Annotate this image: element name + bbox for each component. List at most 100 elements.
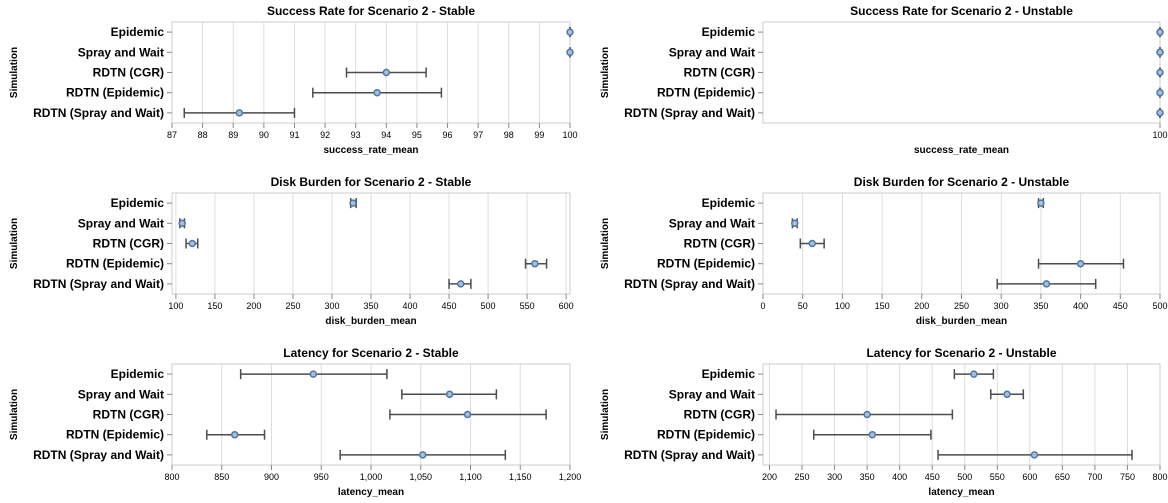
category-label: Epidemic	[702, 25, 756, 39]
mean-point	[1156, 109, 1164, 117]
chart-panel-2: Success Rate for Scenario 2 - Unstable 10…	[600, 4, 1168, 156]
y-axis-title: Simulation	[600, 218, 611, 269]
x-tick-label: 0	[760, 301, 765, 311]
mean-point	[566, 48, 574, 57]
mean-point	[1003, 390, 1011, 399]
mean-point	[1156, 68, 1164, 77]
category-label: RDTN (Epidemic)	[66, 428, 164, 442]
mean-point	[808, 239, 816, 248]
mean-point	[1156, 88, 1164, 97]
category-label: Epidemic	[702, 367, 756, 381]
x-tick-label: 97	[473, 130, 483, 140]
x-tick-label: 900	[264, 472, 279, 482]
mean-point	[309, 370, 318, 378]
category-label: RDTN (Epidemic)	[657, 428, 755, 442]
x-tick-label: 200	[762, 472, 777, 482]
mean-point	[566, 28, 574, 36]
x-tick-label: 96	[443, 130, 453, 140]
chart-panel-6: Latency for Scenario 2 - Unstable 200 250 3…	[600, 346, 1168, 498]
x-tick-label: 250	[795, 472, 810, 482]
x-tick-label: 300	[827, 472, 842, 482]
x-tick-label: 99	[534, 130, 544, 140]
x-tick-label: 150	[207, 301, 222, 311]
chart-title: Success Rate for Scenario 2 - Stable	[267, 4, 475, 18]
x-tick-label: 150	[875, 301, 890, 311]
x-tick-label: 400	[403, 301, 418, 311]
chart-panel-4: Disk Burden for Scenario 2 - Unstable 0 50…	[600, 175, 1168, 327]
x-tick-label: 750	[1120, 472, 1135, 482]
x-tick-label: 1,000	[360, 472, 383, 482]
x-tick-label: 90	[259, 130, 269, 140]
mean-point	[868, 430, 877, 439]
mean-point	[531, 259, 539, 268]
x-tick-label: 450	[442, 301, 457, 311]
category-label: RDTN (Epidemic)	[66, 257, 164, 271]
x-tick-label: 250	[285, 301, 300, 311]
x-tick-label: 450	[925, 472, 940, 482]
chart-title: Disk Burden for Scenario 2 - Stable	[271, 175, 472, 189]
mean-point	[373, 88, 381, 97]
mean-point	[1156, 28, 1164, 36]
chart-title: Success Rate for Scenario 2 - Unstable	[850, 4, 1073, 18]
category-label: RDTN (CGR)	[93, 66, 164, 80]
x-axis-title: success_rate_mean	[323, 145, 418, 156]
y-axis-title: Simulation	[9, 218, 20, 269]
x-tick-label: 500	[1152, 301, 1167, 311]
x-tick-label: 87	[167, 130, 177, 140]
mean-point	[188, 239, 197, 248]
x-tick-label: 89	[228, 130, 238, 140]
mean-point	[1037, 199, 1045, 207]
x-tick-label: 650	[1055, 472, 1070, 482]
x-tick-label: 700	[1087, 472, 1102, 482]
mean-point	[418, 451, 427, 459]
category-label: Epidemic	[111, 25, 165, 39]
x-tick-label: 500	[957, 472, 972, 482]
category-label: RDTN (CGR)	[93, 408, 164, 422]
x-tick-label: 95	[412, 130, 422, 140]
chart-panel-3: Disk Burden for Scenario 2 - Stable 100 15…	[9, 175, 574, 327]
category-label: RDTN (Epidemic)	[657, 257, 755, 271]
x-tick-label: 600	[559, 301, 574, 311]
mean-point	[1156, 48, 1164, 57]
chart-title: Latency for Scenario 2 - Stable	[283, 346, 459, 360]
mean-point	[463, 410, 472, 419]
category-label: RDTN (Spray and Wait)	[33, 277, 164, 291]
x-tick-label: 800	[1152, 472, 1167, 482]
x-tick-label: 450	[1113, 301, 1128, 311]
mean-point	[1030, 451, 1039, 459]
x-axis-title: latency_mean	[338, 487, 404, 498]
x-tick-label: 200	[246, 301, 261, 311]
mean-point	[1076, 259, 1085, 268]
x-tick-label: 98	[504, 130, 514, 140]
x-tick-label: 400	[892, 472, 907, 482]
category-label: RDTN (CGR)	[93, 237, 164, 251]
x-tick-label: 100	[562, 130, 577, 140]
x-axis-title: latency_mean	[928, 487, 994, 498]
mean-point	[230, 430, 239, 439]
x-tick-label: 300	[994, 301, 1009, 311]
x-tick-label: 1,100	[459, 472, 482, 482]
category-label: Epidemic	[702, 196, 756, 210]
chart-title: Latency for Scenario 2 - Unstable	[866, 346, 1056, 360]
x-tick-label: 1,200	[559, 472, 582, 482]
x-tick-label: 100	[835, 301, 850, 311]
x-tick-label: 350	[1033, 301, 1048, 311]
mean-point	[1042, 280, 1051, 288]
category-label: Spray and Wait	[78, 387, 164, 401]
x-tick-label: 100	[1152, 130, 1167, 140]
mean-point	[456, 280, 465, 288]
category-label: RDTN (Epidemic)	[66, 86, 164, 100]
category-label: Spray and Wait	[669, 216, 755, 230]
x-tick-label: 550	[990, 472, 1005, 482]
chart-panel-1: Success Rate for Scenario 2 - Stable 87 88…	[9, 4, 578, 156]
x-tick-label: 600	[1022, 472, 1037, 482]
plot-frame	[762, 21, 1161, 124]
category-label: RDTN (Spray and Wait)	[33, 106, 164, 120]
mean-point	[178, 219, 186, 228]
y-axis-title: Simulation	[9, 47, 20, 98]
category-label: Epidemic	[111, 196, 165, 210]
mean-point	[235, 109, 244, 117]
category-label: RDTN (CGR)	[684, 237, 755, 251]
mean-point	[349, 199, 357, 207]
